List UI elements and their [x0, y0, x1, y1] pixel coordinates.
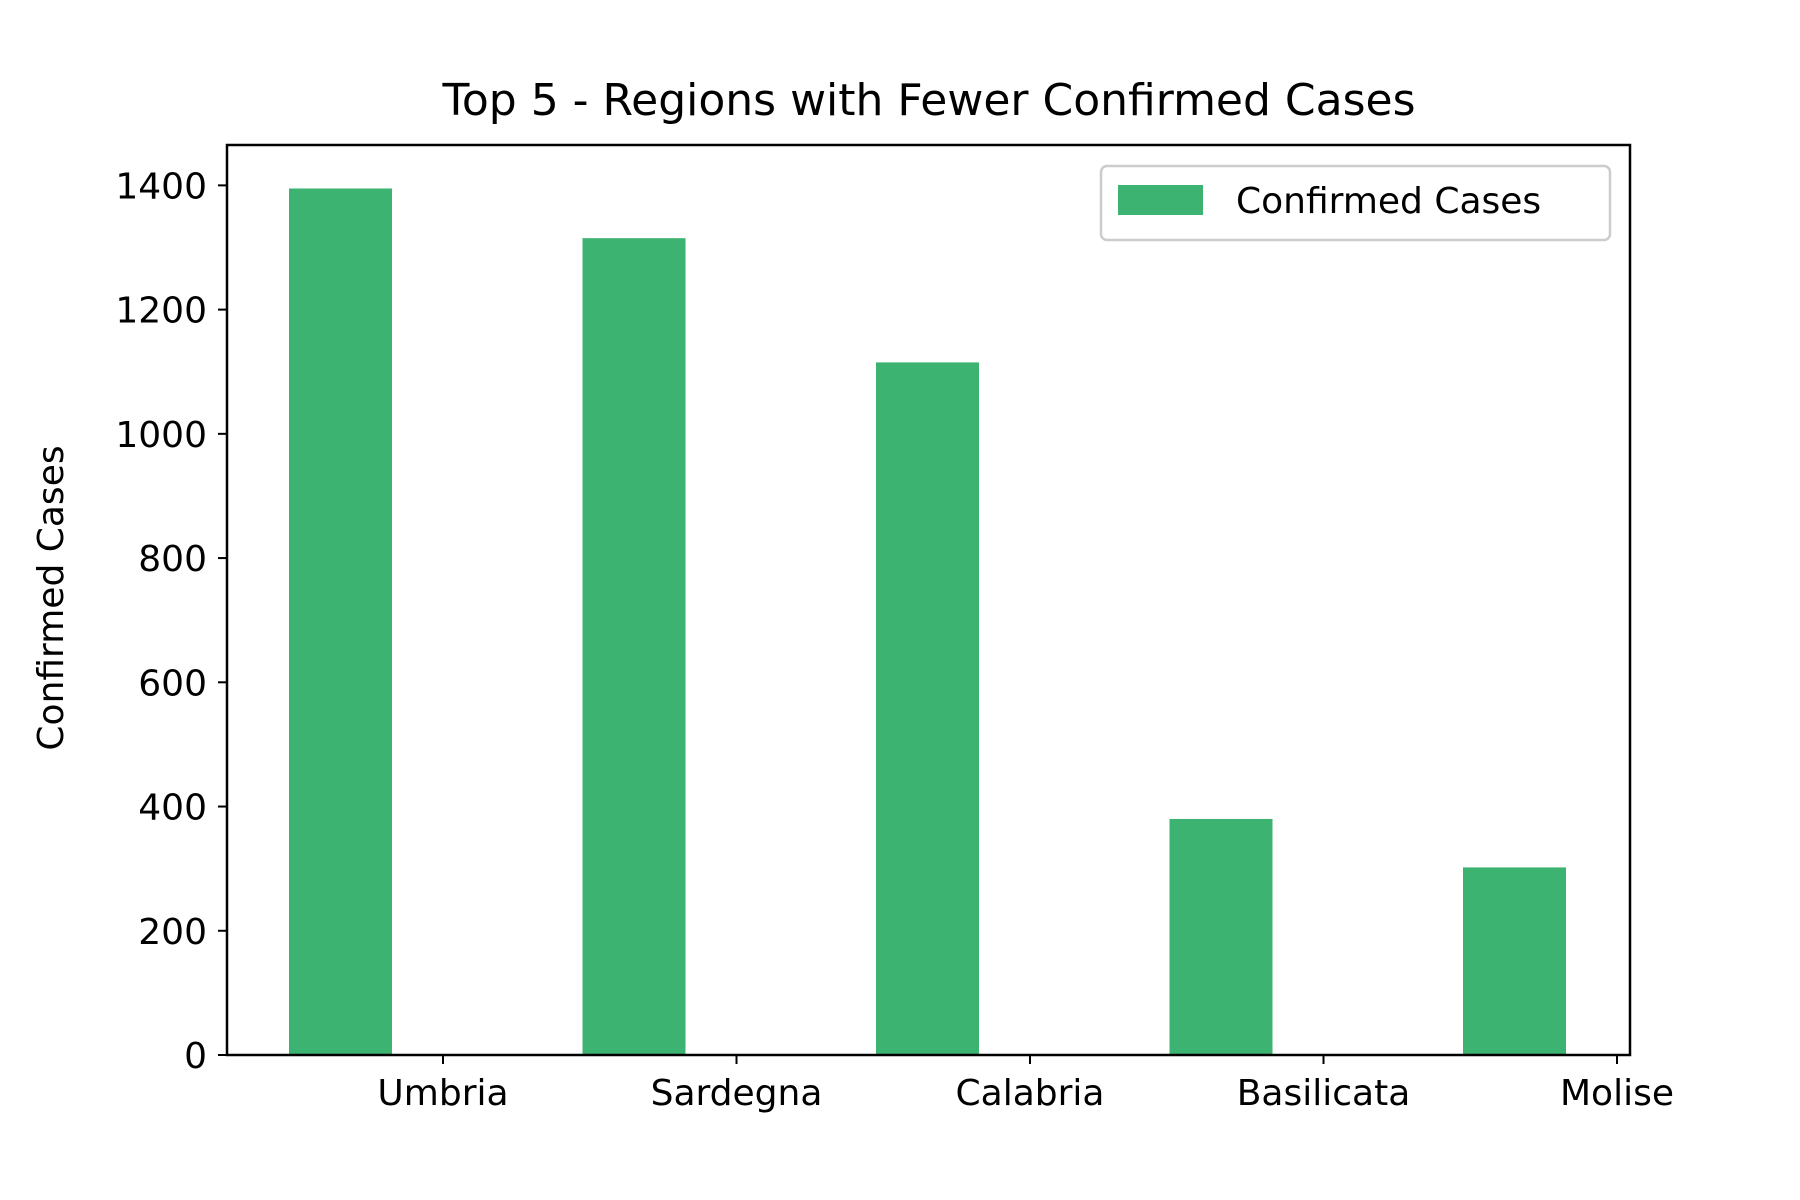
bars-group	[289, 188, 1566, 1056]
y-tick-label: 1200	[115, 291, 207, 332]
bar-calabria	[876, 362, 979, 1056]
legend-label: Confirmed Cases	[1236, 181, 1541, 222]
y-tick-label: 1000	[115, 415, 207, 456]
legend-swatch	[1118, 185, 1203, 215]
x-ticks-group: Umbria Sardegna Calabria Basilicata Molise	[377, 1055, 1674, 1114]
legend-frame	[1099, 164, 1612, 242]
y-axis-label: Confirmed Cases	[31, 445, 72, 750]
y-tick-label: 1400	[115, 166, 207, 207]
y-ticks-group: 0 200 400 600 800 1000 1200 1400	[115, 166, 227, 1077]
x-tick-label: Umbria	[377, 1073, 508, 1114]
y-tick-label: 600	[138, 663, 207, 704]
x-tick-label: Calabria	[956, 1073, 1105, 1114]
plot-frame	[225, 143, 1632, 1057]
bar-umbria	[289, 188, 392, 1056]
x-tick-label: Molise	[1560, 1073, 1674, 1114]
bar-basilicata	[1169, 818, 1273, 1055]
y-tick-label: 200	[138, 912, 207, 953]
x-tick-label: Sardegna	[651, 1073, 823, 1114]
y-tick-label: 0	[184, 1036, 207, 1077]
legend: Confirmed Cases	[1099, 164, 1612, 242]
bar-sardegna	[582, 238, 686, 1055]
y-tick-label: 800	[138, 539, 207, 580]
x-tick-label: Basilicata	[1237, 1073, 1411, 1114]
bar-molise	[1463, 867, 1566, 1055]
chart-title: Top 5 - Regions with Fewer Confirmed Cas…	[441, 75, 1415, 126]
y-tick-label: 400	[138, 788, 207, 829]
